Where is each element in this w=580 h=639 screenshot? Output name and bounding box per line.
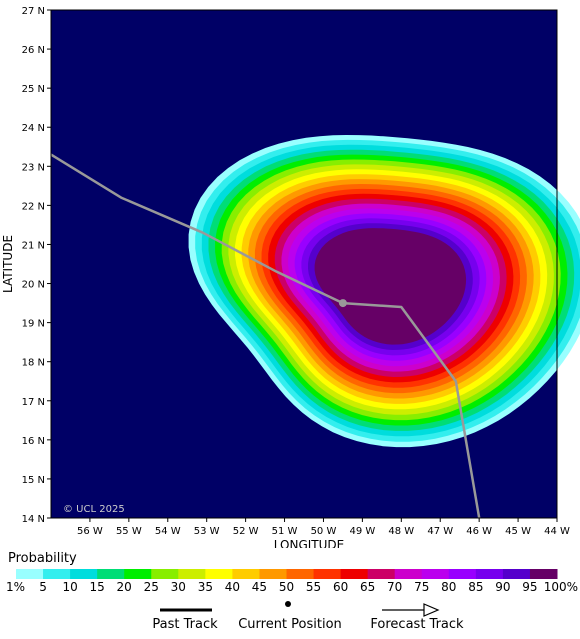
x-tick-label: 47 W: [427, 526, 453, 537]
y-tick-label: 16 N: [22, 436, 45, 447]
colorbar-label: 50: [279, 580, 294, 594]
colorbar-label: 10: [62, 580, 77, 594]
colorbar-swatch: [475, 569, 504, 579]
colorbar-label: 55: [306, 580, 321, 594]
y-tick-label: 27 N: [22, 6, 45, 17]
x-tick-label: 48 W: [388, 526, 414, 537]
y-tick-label: 15 N: [22, 475, 45, 486]
colorbar-swatch: [340, 569, 369, 579]
x-tick-label: 52 W: [233, 526, 259, 537]
colorbar-label: 35: [198, 580, 213, 594]
y-tick-label: 24 N: [22, 123, 45, 134]
colorbar-label: 70: [387, 580, 402, 594]
colorbar-label: 60: [333, 580, 348, 594]
forecast-track-symbol: [382, 603, 440, 617]
probability-ring: [314, 228, 467, 345]
x-tick-label: 54 W: [155, 526, 181, 537]
colorbar-label: 1%: [6, 580, 25, 594]
x-axis-ticks: 56 W 55 W 54 W 53 W 52 W 51 W 50 W 49 W 48 W 47 W…: [77, 518, 570, 537]
x-tick-label: 51 W: [272, 526, 298, 537]
y-tick-label: 25 N: [22, 84, 45, 95]
probability-rings: [188, 135, 580, 448]
colorbar-label: 65: [360, 580, 375, 594]
storm-track: [50, 153, 481, 519]
colorbar-label: 30: [171, 580, 186, 594]
colorbar-swatch: [232, 569, 260, 579]
colorbar-swatch: [367, 569, 396, 579]
legend-title: Probability: [8, 551, 77, 566]
colorbar-label: 25: [144, 580, 159, 594]
colorbar-swatch: [448, 569, 477, 579]
colorbar-label: 85: [468, 580, 483, 594]
current-position-label: Current Position: [238, 617, 342, 632]
map-frame: [50, 9, 558, 519]
colorbar-label: 90: [495, 580, 510, 594]
x-tick-label: 46 W: [466, 526, 492, 537]
y-tick-label: 18 N: [22, 358, 45, 369]
y-tick-label: 23 N: [22, 162, 45, 173]
y-tick-label: 14 N: [22, 514, 45, 525]
colorbar-swatch: [70, 569, 98, 579]
y-tick-label: 21 N: [22, 240, 45, 251]
track-line: [50, 153, 481, 519]
current-position-marker: [338, 299, 347, 308]
y-tick-label: 17 N: [22, 397, 45, 408]
y-tick-label: 26 N: [22, 45, 45, 56]
y-tick-label: 19 N: [22, 319, 45, 330]
colorbar-label: 40: [225, 580, 240, 594]
colorbar-swatch: [178, 569, 206, 579]
colorbar-swatch: [394, 569, 423, 579]
colorbar-label: 15: [90, 580, 105, 594]
x-tick-label: 49 W: [349, 526, 375, 537]
forecast-track-label: Forecast Track: [370, 617, 464, 632]
colorbar-label: 75: [414, 580, 429, 594]
x-tick-label: 55 W: [116, 526, 142, 537]
x-axis-title: LONGITUDE: [274, 538, 344, 548]
copyright-text: © UCL 2025: [63, 504, 125, 515]
y-axis-ticks: 27 N 26 N 25 N 24 N 23 N 22 N 21 N 20 N 19 N 18 N…: [22, 6, 51, 525]
colorbar-label: 95: [522, 580, 537, 594]
colorbar-swatch: [502, 569, 531, 579]
colorbar-swatch: [259, 569, 287, 579]
colorbar-label: 100%: [544, 580, 578, 594]
y-axis-title: LATITUDE: [1, 235, 15, 293]
y-tick-label: 20 N: [22, 280, 45, 291]
track-legend: Past Track Current Position Forecast Tra…: [152, 601, 464, 632]
colorbar-swatch: [205, 569, 233, 579]
x-tick-label: 56 W: [77, 526, 103, 537]
x-tick-label: 44 W: [544, 526, 570, 537]
colorbar-swatch: [16, 569, 44, 579]
colorbar-swatch: [529, 569, 558, 579]
colorbar-swatch: [421, 569, 450, 579]
y-tick-label: 22 N: [22, 201, 45, 212]
x-tick-label: 50 W: [311, 526, 337, 537]
current-position-symbol: [285, 601, 291, 607]
colorbar-swatch: [43, 569, 71, 579]
colorbar-swatch: [313, 569, 342, 579]
colorbar-swatch: [97, 569, 125, 579]
colorbar-label: 45: [252, 580, 267, 594]
colorbar-swatch: [124, 569, 152, 579]
x-tick-label: 45 W: [505, 526, 531, 537]
colorbar-label: 20: [117, 580, 132, 594]
x-tick-label: 53 W: [194, 526, 220, 537]
past-track-label: Past Track: [152, 617, 218, 632]
colorbar-swatch: [286, 569, 315, 579]
colorbar-label: 5: [39, 580, 47, 594]
probability-colorbar: 1% 5 10 15 20 25 30 35 40 45 50 55 60 65 70 75 80 85 90 95 1…: [6, 569, 578, 594]
colorbar-label: 80: [441, 580, 456, 594]
probability-map: 56 W 55 W 54 W 53 W 52 W 51 W 50 W 49 W 48 W 47 W…: [1, 6, 580, 548]
colorbar-swatch: [151, 569, 179, 579]
